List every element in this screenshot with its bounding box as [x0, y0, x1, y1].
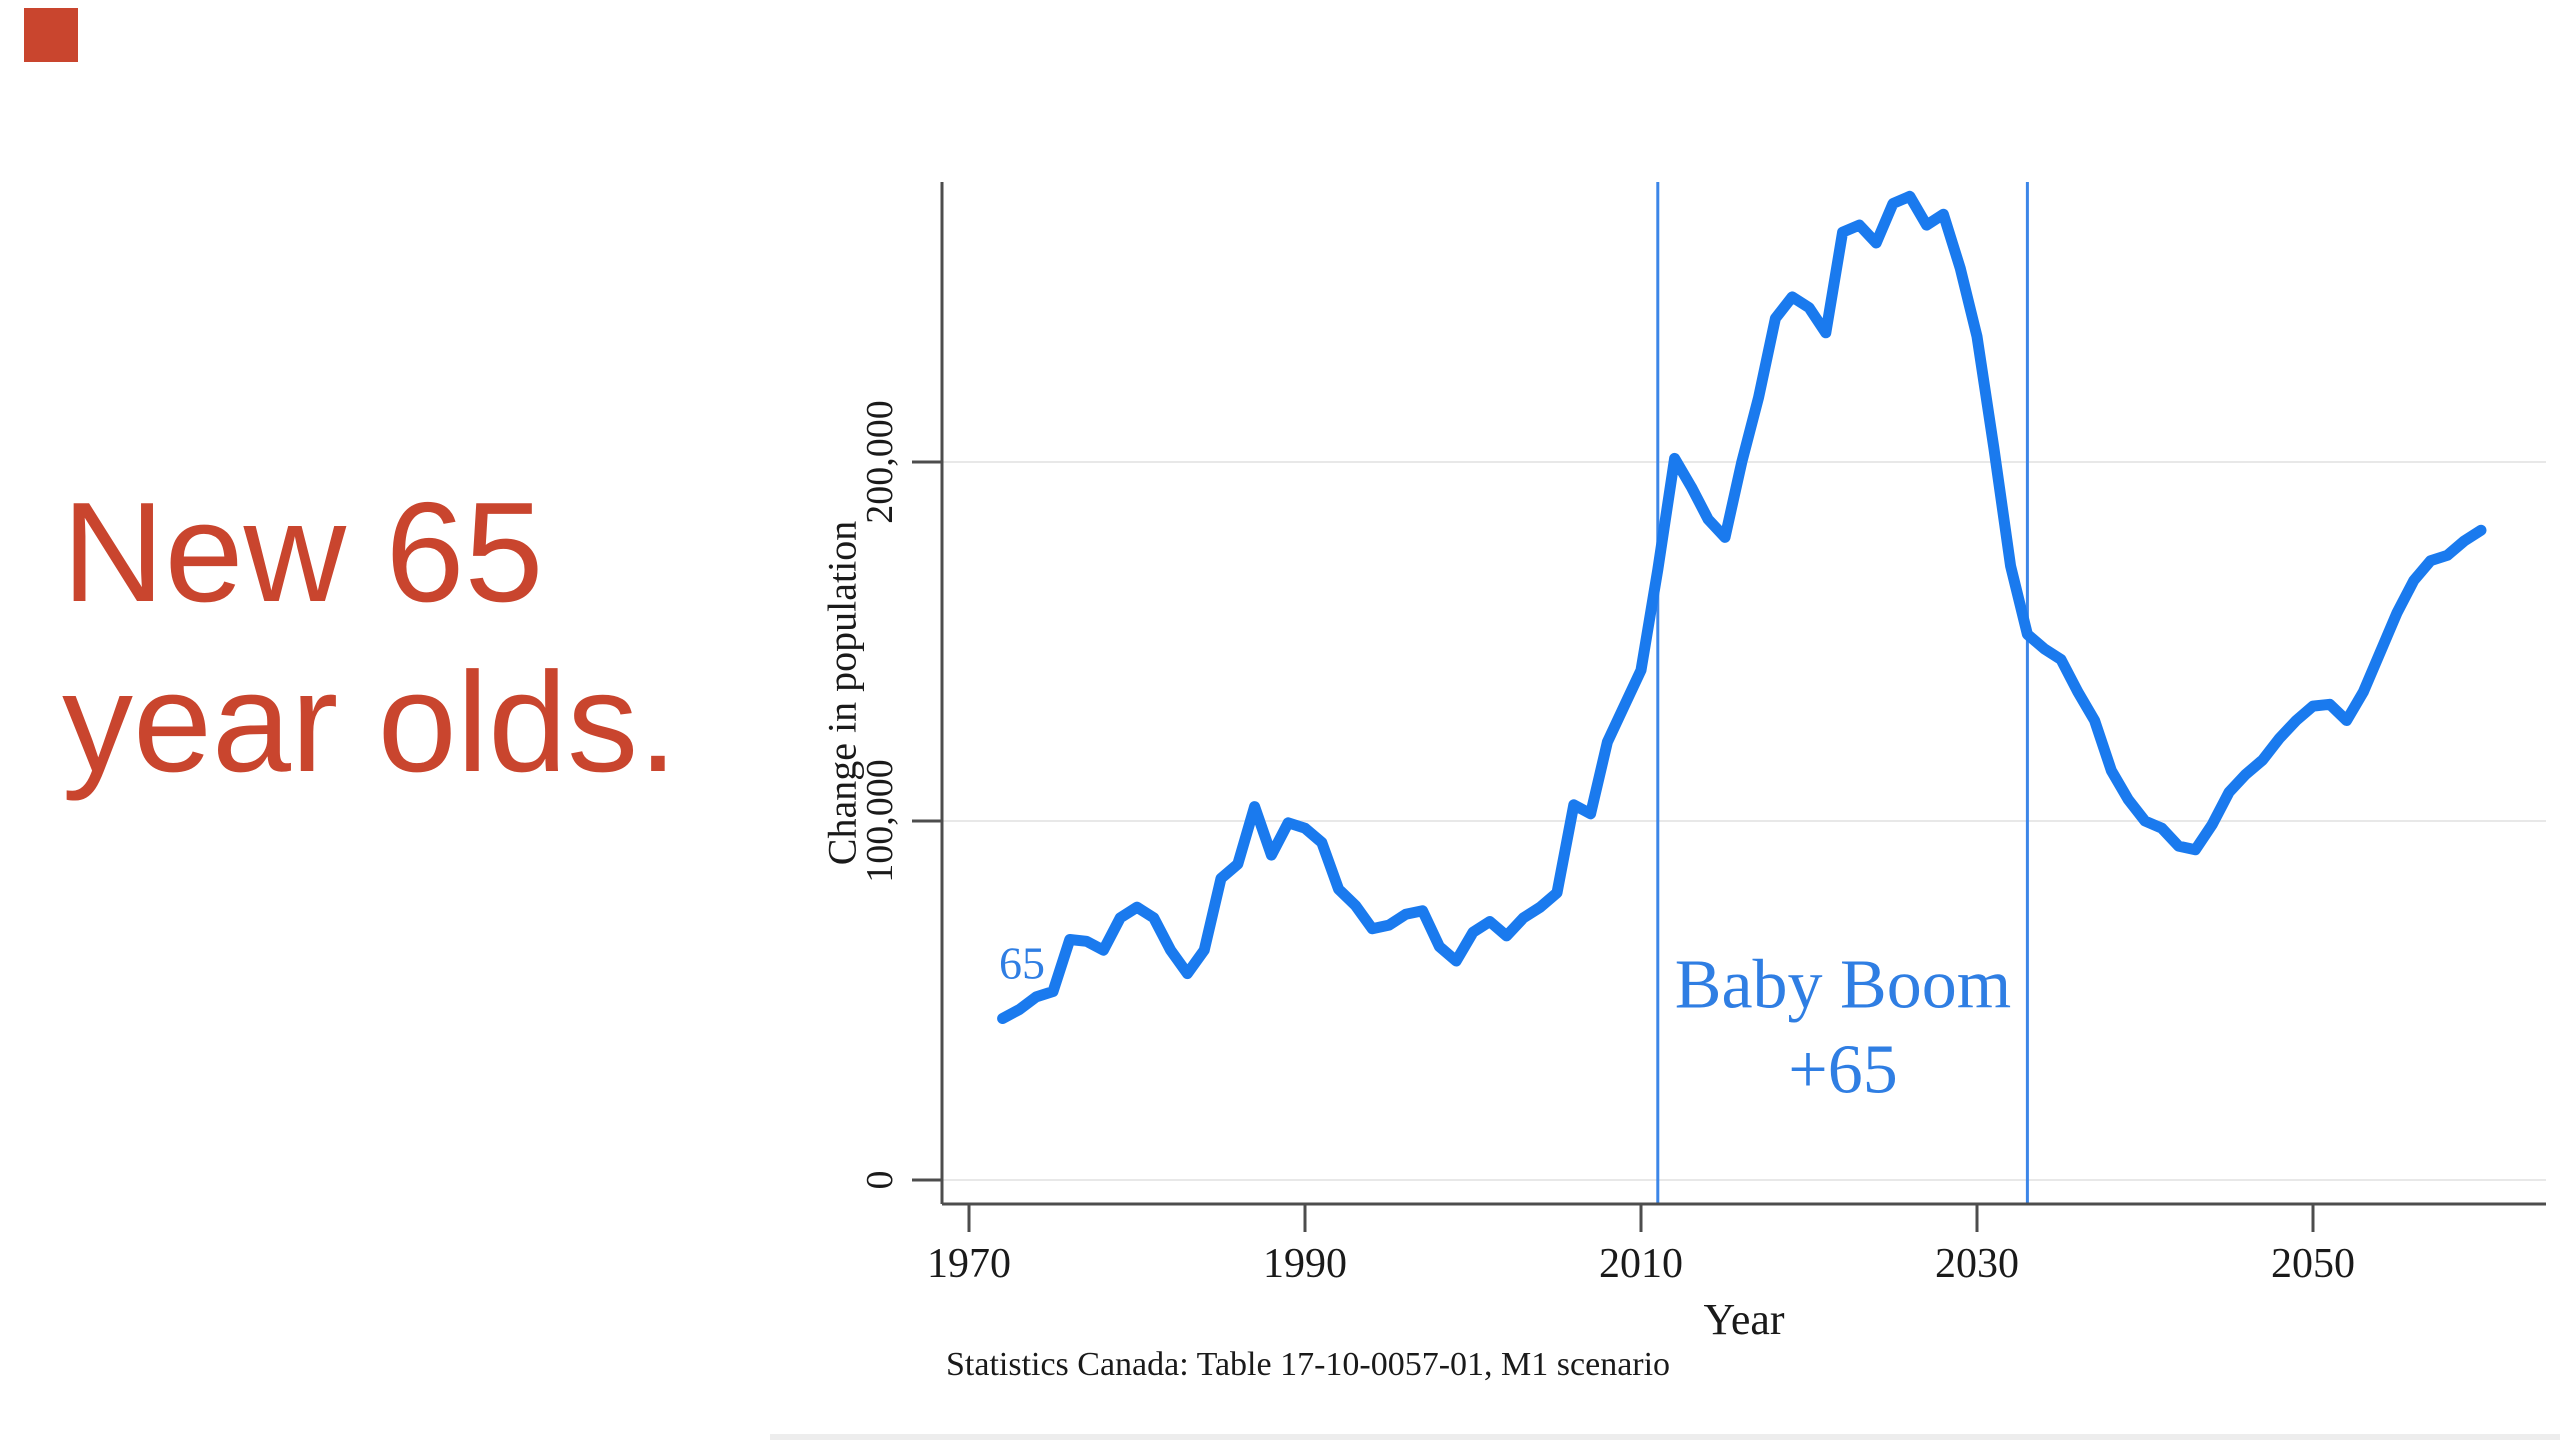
- y-tick-label-0: 0: [859, 1170, 901, 1190]
- y-tick-label-200000: 200,000: [859, 400, 901, 524]
- y-tick-label-100000: 100,000: [859, 759, 901, 883]
- x-tick-label-1990: 1990: [1263, 1241, 1347, 1287]
- x-axis-title: Year: [1703, 1295, 1785, 1344]
- headline: New 65 year olds.: [62, 468, 678, 808]
- x-tick-label-2030: 2030: [1935, 1241, 2019, 1287]
- baby-boom-annotation-line-2: +65: [1788, 1032, 1898, 1109]
- source-note: Statistics Canada: Table 17-10-0057-01, …: [946, 1346, 1671, 1383]
- bottom-strip-divider: [770, 1434, 2560, 1440]
- data-line-new-65-year-olds: [997, 190, 2487, 1024]
- headline-line-2: year olds.: [62, 643, 678, 802]
- baby-boom-annotation-line-1: Baby Boom: [1674, 946, 2012, 1024]
- x-tick-label-2050: 2050: [2271, 1241, 2355, 1287]
- baby-boom-annotation: Baby Boom +65: [1675, 943, 2011, 1114]
- headline-line-1: New 65: [62, 473, 544, 632]
- x-tick-label-1970: 1970: [927, 1241, 1011, 1287]
- series-start-label: 65: [999, 937, 1045, 989]
- x-tick-label-2010: 2010: [1599, 1241, 1683, 1287]
- red-square-motif: [24, 8, 78, 62]
